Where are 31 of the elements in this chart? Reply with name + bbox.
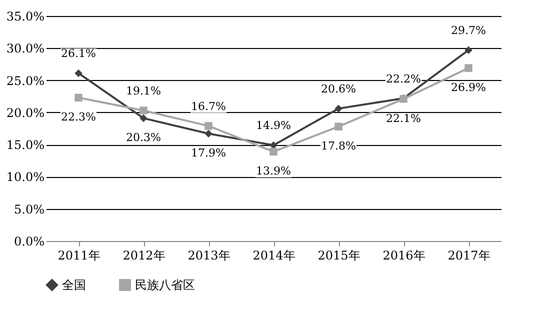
data-label: 13.9% [256, 164, 291, 178]
data-label: 14.9% [256, 119, 291, 132]
data-label: 17.9% [191, 146, 226, 160]
legend-label: 民族八省区 [135, 278, 195, 292]
data-label: 20.3% [126, 131, 161, 144]
x-tick-label: 2011年 [58, 248, 100, 262]
y-tick-label: 35.0% [6, 10, 44, 24]
y-tick-label: 5.0% [14, 202, 44, 216]
y-tick-label: 15.0% [6, 138, 44, 152]
data-label: 20.6% [321, 82, 356, 96]
x-tick-label: 2012年 [122, 248, 166, 262]
data-label: 17.8% [321, 140, 356, 153]
y-tick-label: 20.0% [6, 106, 44, 120]
x-tick-label: 2016年 [382, 248, 426, 262]
y-tick-label: 30.0% [6, 42, 44, 56]
data-label: 22.2% [386, 72, 421, 86]
data-label: 19.1% [126, 84, 161, 98]
legend-label: 全国 [62, 278, 86, 292]
x-tick-label: 2014年 [252, 248, 296, 262]
x-tick-label: 2013年 [188, 248, 230, 262]
y-tick-label: 10.0% [6, 170, 44, 184]
data-label: 22.3% [61, 110, 96, 124]
data-label: 16.7% [191, 100, 226, 113]
y-tick-label: 0.0% [14, 234, 44, 248]
data-label: 29.7% [451, 24, 486, 38]
data-label: 22.1% [386, 112, 421, 125]
data-label: 26.1% [61, 47, 96, 60]
y-tick-label: 25.0% [6, 74, 44, 88]
x-tick-label: 2015年 [318, 248, 360, 262]
x-tick-label: 2017年 [448, 248, 490, 262]
data-label: 26.9% [451, 81, 486, 94]
